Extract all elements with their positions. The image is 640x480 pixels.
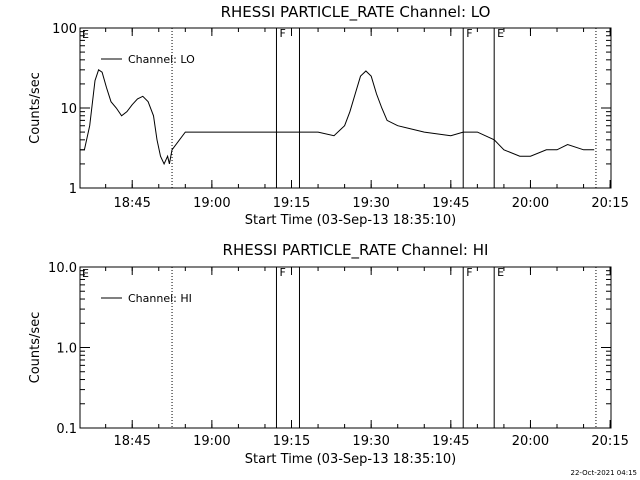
y-axis-label: Counts/sec bbox=[28, 312, 43, 384]
x-tick-label: 19:15 bbox=[273, 196, 310, 211]
event-marker-label: F bbox=[279, 266, 285, 279]
y-tick-label: 100 bbox=[52, 22, 77, 37]
x-tick-label: 19:45 bbox=[432, 434, 469, 449]
panel-hi: RHESSI PARTICLE_RATE Channel: HI 18:45 19:… bbox=[28, 241, 629, 467]
y-tick-label: 10 bbox=[60, 102, 77, 117]
legend-label: Channel: LO bbox=[128, 53, 195, 66]
x-tick-label: 19:30 bbox=[352, 196, 389, 211]
x-tick-label: 19:00 bbox=[193, 434, 230, 449]
event-marker-label: F bbox=[466, 266, 472, 279]
corner-label: E bbox=[82, 28, 89, 41]
event-marker-label: E bbox=[497, 266, 504, 279]
x-tick-label: 20:15 bbox=[591, 196, 628, 211]
chart-title: RHESSI PARTICLE_RATE Channel: LO bbox=[221, 3, 491, 22]
x-tick-label: 20:15 bbox=[591, 434, 628, 449]
plot-frame bbox=[79, 27, 612, 189]
x-tick-label: 19:15 bbox=[273, 434, 310, 449]
y-tick-label: 1.0 bbox=[56, 342, 77, 357]
y-tick-label: 0.1 bbox=[56, 422, 77, 437]
x-tick-label: 19:30 bbox=[352, 434, 389, 449]
event-marker-label: F bbox=[466, 27, 472, 40]
x-tick-label: 19:45 bbox=[432, 196, 469, 211]
event-marker-label: E bbox=[497, 27, 504, 40]
x-tick-label: 18:45 bbox=[113, 434, 150, 449]
x-tick-label: 18:45 bbox=[113, 196, 150, 211]
panel-lo: RHESSI PARTICLE_RATE Channel: LO 18:45 19:… bbox=[28, 3, 629, 228]
x-tick-label: 20:00 bbox=[512, 434, 549, 449]
x-tick-label: 19:00 bbox=[193, 196, 230, 211]
event-marker-label: F bbox=[279, 27, 285, 40]
x-axis-label: Start Time (03-Sep-13 18:35:10) bbox=[245, 213, 456, 228]
legend-label: Channel: HI bbox=[128, 292, 192, 305]
series-line bbox=[80, 69, 595, 166]
x-axis-label: Start Time (03-Sep-13 18:35:10) bbox=[245, 452, 456, 467]
footer-timestamp: 22-Oct-2021 04:15 bbox=[571, 469, 637, 477]
y-tick-label: 10.0 bbox=[48, 261, 77, 276]
y-tick-label: 1 bbox=[69, 182, 77, 197]
x-tick-label: 20:00 bbox=[512, 196, 549, 211]
chart-title: RHESSI PARTICLE_RATE Channel: HI bbox=[223, 241, 489, 260]
y-axis-label: Counts/sec bbox=[28, 72, 43, 144]
corner-label: E bbox=[82, 267, 89, 280]
